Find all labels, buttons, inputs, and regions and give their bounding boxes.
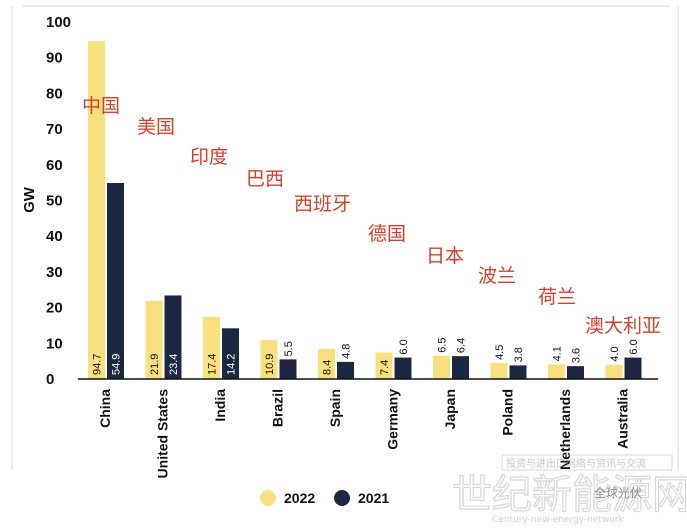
chinese-label: 荷兰 [538,286,576,308]
bar-2021-poland [509,365,527,379]
data-label: 4.8 [341,344,353,359]
bar-2022-china [88,40,105,380]
watermark-top-box [501,454,673,471]
data-label: 6.5 [437,337,449,352]
x-tick-label: Germany [385,389,401,450]
data-label: 10.9 [264,354,276,375]
chinese-label: 美国 [137,116,175,138]
chinese-label: 西班牙 [294,193,351,215]
watermark-account-text: 全球光伏 [594,485,642,500]
data-label: 6.4 [456,338,468,353]
bars [88,40,642,380]
bar-2021-china [107,183,124,379]
watermark: 投资与进出口网络与资讯与交流 世纪新能源网 Century-new-energy… [451,454,687,525]
bar-2022-spain [318,349,335,379]
bar-2022-united-states [145,300,163,379]
bar-2021-japan [452,356,469,379]
x-tick-label: India [212,389,228,422]
data-label: 6.0 [398,339,410,354]
data-labels: 94.7 54.9 21.9 23.4 17.4 14.2 10.9 5.5 8.4 4.8 7.4… [92,337,641,375]
data-label: 4.0 [609,346,621,361]
bar-2022-brazil [260,340,278,379]
x-tick-label: China [97,389,113,428]
data-label: 7.4 [379,360,391,375]
bar-2021-germany [394,357,412,379]
x-tick-label: Netherlands [557,389,573,470]
x-tick-label: Brazil [270,389,286,427]
chinese-label: 中国 [82,95,120,117]
y-tick-label: 70 [46,121,63,138]
bar-2021-australia [624,357,642,379]
data-label: 21.9 [149,354,161,375]
data-label: 3.8 [513,347,525,362]
chinese-label: 波兰 [478,265,516,287]
y-tick-label: 60 [46,157,63,174]
legend-swatch-2022 [260,490,276,506]
data-label: 6.0 [628,339,640,354]
bar-2022-japan [433,355,450,379]
bar-2022-germany [375,352,393,379]
data-label: 5.5 [283,341,295,356]
x-tick-label: United States [155,389,171,479]
bar-2021-spain [337,361,354,379]
y-tick-label: 50 [46,193,63,210]
y-axis-ticks: 0 10 20 30 40 50 60 70 80 90 100 [46,14,71,388]
bar-2021-netherlands [567,366,584,379]
y-tick-label: 90 [46,50,63,67]
watermark-small-text: Century-new-energy-network [492,515,625,525]
x-tick-label: Spain [327,389,343,427]
y-axis-label: GW [21,186,38,213]
y-tick-label: 30 [46,264,63,281]
bar-2021-united-states [164,295,182,379]
legend-label-2022: 2022 [284,490,315,506]
x-axis-labels: China United States India Brazil Spain German… [97,389,631,479]
legend-label-2021: 2021 [358,490,389,506]
data-label: 14.2 [226,354,238,375]
bar-2021-brazil [279,359,297,379]
bar-2022-india [203,316,220,379]
legend-swatch-2021 [334,490,350,506]
data-label: 94.7 [92,354,104,375]
bar-2022-poland [490,362,508,379]
x-tick-label: Japan [442,389,458,429]
bar-2022-netherlands [548,364,565,379]
legend: 2022 2021 [260,490,389,506]
y-tick-label: 40 [46,228,63,245]
data-label: 54.9 [111,354,123,375]
data-label: 4.5 [494,345,506,360]
y-tick-label: 10 [46,335,63,352]
chinese-label: 澳大利亚 [585,315,661,337]
chinese-label: 印度 [190,146,228,168]
y-tick-label: 20 [46,300,63,317]
data-label: 4.1 [552,346,564,361]
bar-2021-india [222,328,239,379]
x-tick-label: Poland [500,389,516,436]
data-label: 23.4 [168,354,180,375]
bar-2022-australia [605,364,623,379]
data-label: 3.6 [571,348,583,363]
watermark-big-text: 世纪新能源网 [452,472,687,518]
watermark-top-text: 投资与进出口网络与资讯与交流 [506,457,646,470]
y-tick-label: 0 [46,371,54,388]
chinese-label: 德国 [368,223,406,245]
chinese-label: 日本 [426,245,464,267]
chinese-label: 巴西 [246,168,284,190]
x-tick-label: Australia [615,389,631,449]
y-tick-label: 80 [46,85,63,102]
data-label: 8.4 [322,360,334,375]
y-tick-label: 100 [46,14,71,31]
data-label: 17.4 [207,354,219,375]
